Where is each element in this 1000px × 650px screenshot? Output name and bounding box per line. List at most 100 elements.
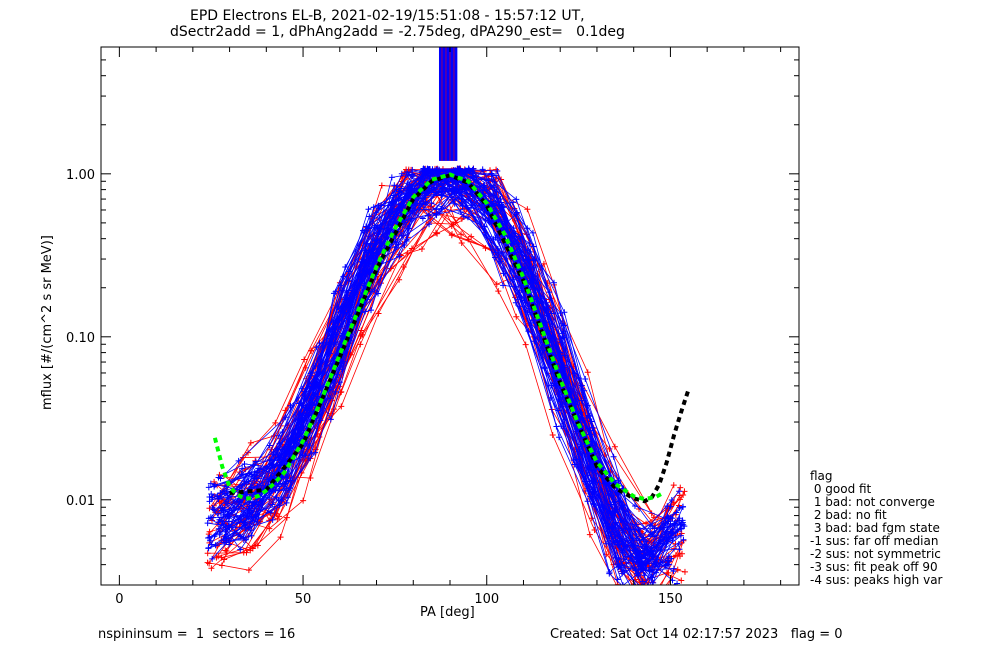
flux-point-marker bbox=[648, 574, 655, 581]
flux-point-marker bbox=[388, 174, 395, 181]
flux-point-marker bbox=[207, 514, 214, 521]
flux-point-marker bbox=[555, 407, 562, 414]
flux-point-marker bbox=[573, 456, 580, 463]
flux-point-marker bbox=[425, 212, 432, 219]
flux-point-marker bbox=[636, 549, 643, 556]
flux-point-marker bbox=[266, 495, 273, 502]
flux-point-marker bbox=[409, 171, 416, 178]
flux-point-marker bbox=[635, 586, 641, 592]
flux-point-marker bbox=[309, 392, 316, 399]
flux-point-marker bbox=[338, 403, 345, 410]
flux-point-marker bbox=[297, 399, 304, 406]
flux-point-marker bbox=[679, 504, 686, 511]
flux-point-marker bbox=[207, 480, 214, 487]
flux-point-marker bbox=[606, 445, 613, 452]
flux-point-marker bbox=[215, 553, 222, 560]
flux-point-marker bbox=[215, 474, 222, 481]
flux-point-marker bbox=[582, 376, 589, 383]
flux-point-marker bbox=[662, 534, 669, 541]
flux-point-marker bbox=[451, 170, 458, 177]
flux-point-marker bbox=[571, 395, 578, 402]
flux-point-marker bbox=[549, 431, 556, 438]
flux-point-marker bbox=[240, 519, 247, 526]
flux-point-marker bbox=[218, 554, 225, 561]
flux-point-marker bbox=[359, 227, 366, 234]
flux-point-marker bbox=[550, 279, 557, 286]
flux-point-marker bbox=[510, 276, 517, 283]
flux-point-marker bbox=[396, 253, 403, 260]
flux-point-marker bbox=[307, 347, 314, 354]
flux-point-marker bbox=[481, 223, 488, 230]
flux-point-marker bbox=[225, 498, 232, 505]
flux-point-marker bbox=[316, 340, 323, 347]
flux-point-marker bbox=[285, 487, 292, 494]
flux-point-marker bbox=[634, 595, 640, 601]
flux-point-marker bbox=[676, 496, 683, 503]
flux-point-marker bbox=[517, 235, 524, 242]
flux-point-marker bbox=[621, 543, 628, 550]
flux-point-marker bbox=[361, 259, 368, 266]
flux-point-marker bbox=[559, 320, 566, 327]
flux-point-marker bbox=[404, 225, 411, 232]
flux-point-marker bbox=[438, 205, 445, 212]
flux-point-marker bbox=[237, 546, 244, 553]
flux-point-marker bbox=[275, 432, 282, 439]
legend-item: 2 bad: no fit bbox=[810, 508, 887, 522]
flux-point-marker bbox=[603, 540, 610, 547]
flux-trace bbox=[209, 171, 668, 584]
flux-point-marker bbox=[461, 171, 468, 178]
flux-point-marker bbox=[208, 565, 215, 572]
flux-point-marker bbox=[405, 172, 412, 179]
legend-title: flag bbox=[810, 469, 833, 483]
flux-point-marker bbox=[561, 309, 568, 316]
flux-point-marker bbox=[206, 560, 213, 567]
flux-point-marker bbox=[210, 506, 217, 513]
flag-legend: flag 0 good fit 1 bad: not converge 2 ba… bbox=[810, 470, 942, 587]
flux-trace bbox=[213, 202, 668, 585]
flux-point-marker bbox=[676, 546, 683, 553]
legend-item: 1 bad: not converge bbox=[810, 495, 935, 509]
flux-point-marker bbox=[458, 239, 465, 246]
flux-point-marker bbox=[681, 568, 688, 575]
flux-point-marker bbox=[270, 448, 277, 455]
flux-point-marker bbox=[404, 250, 411, 257]
flux-trace bbox=[208, 169, 680, 578]
flux-point-marker bbox=[216, 531, 223, 538]
flux-point-marker bbox=[426, 221, 433, 228]
flux-trace bbox=[216, 206, 653, 585]
flux-point-marker bbox=[619, 568, 626, 575]
flux-point-marker bbox=[619, 549, 626, 556]
flux-point-marker bbox=[648, 567, 655, 574]
flux-point-marker bbox=[209, 555, 216, 562]
flux-point-marker bbox=[633, 535, 640, 542]
flux-point-marker bbox=[662, 520, 669, 527]
flux-point-marker bbox=[513, 209, 520, 216]
flux-point-marker bbox=[622, 526, 629, 533]
flux-point-marker bbox=[673, 509, 680, 516]
flux-point-marker bbox=[308, 450, 315, 457]
flux-point-marker bbox=[247, 439, 254, 446]
flux-point-marker bbox=[680, 536, 687, 543]
flux-point-marker bbox=[479, 166, 486, 173]
flux-point-marker bbox=[433, 167, 440, 174]
flux-point-marker bbox=[558, 423, 565, 430]
flux-point-marker bbox=[614, 561, 621, 568]
x-tick-label: 150 bbox=[658, 592, 683, 607]
flux-point-marker bbox=[493, 166, 500, 173]
flux-point-marker bbox=[524, 256, 531, 263]
flux-point-marker bbox=[368, 307, 375, 314]
flux-point-marker bbox=[611, 507, 618, 514]
flux-point-marker bbox=[647, 529, 654, 536]
flux-point-marker bbox=[638, 606, 644, 612]
flux-point-marker bbox=[215, 525, 222, 532]
flux-point-marker bbox=[586, 531, 593, 538]
flux-traces bbox=[204, 165, 688, 612]
flux-point-marker bbox=[246, 470, 253, 477]
flux-point-marker bbox=[674, 580, 681, 585]
y-tick-label: 0.01 bbox=[66, 494, 95, 509]
flux-point-marker bbox=[676, 488, 683, 495]
flux-point-marker bbox=[403, 236, 410, 243]
flux-point-marker bbox=[406, 184, 413, 191]
flux-point-marker bbox=[675, 540, 682, 547]
flux-point-marker bbox=[492, 234, 499, 241]
